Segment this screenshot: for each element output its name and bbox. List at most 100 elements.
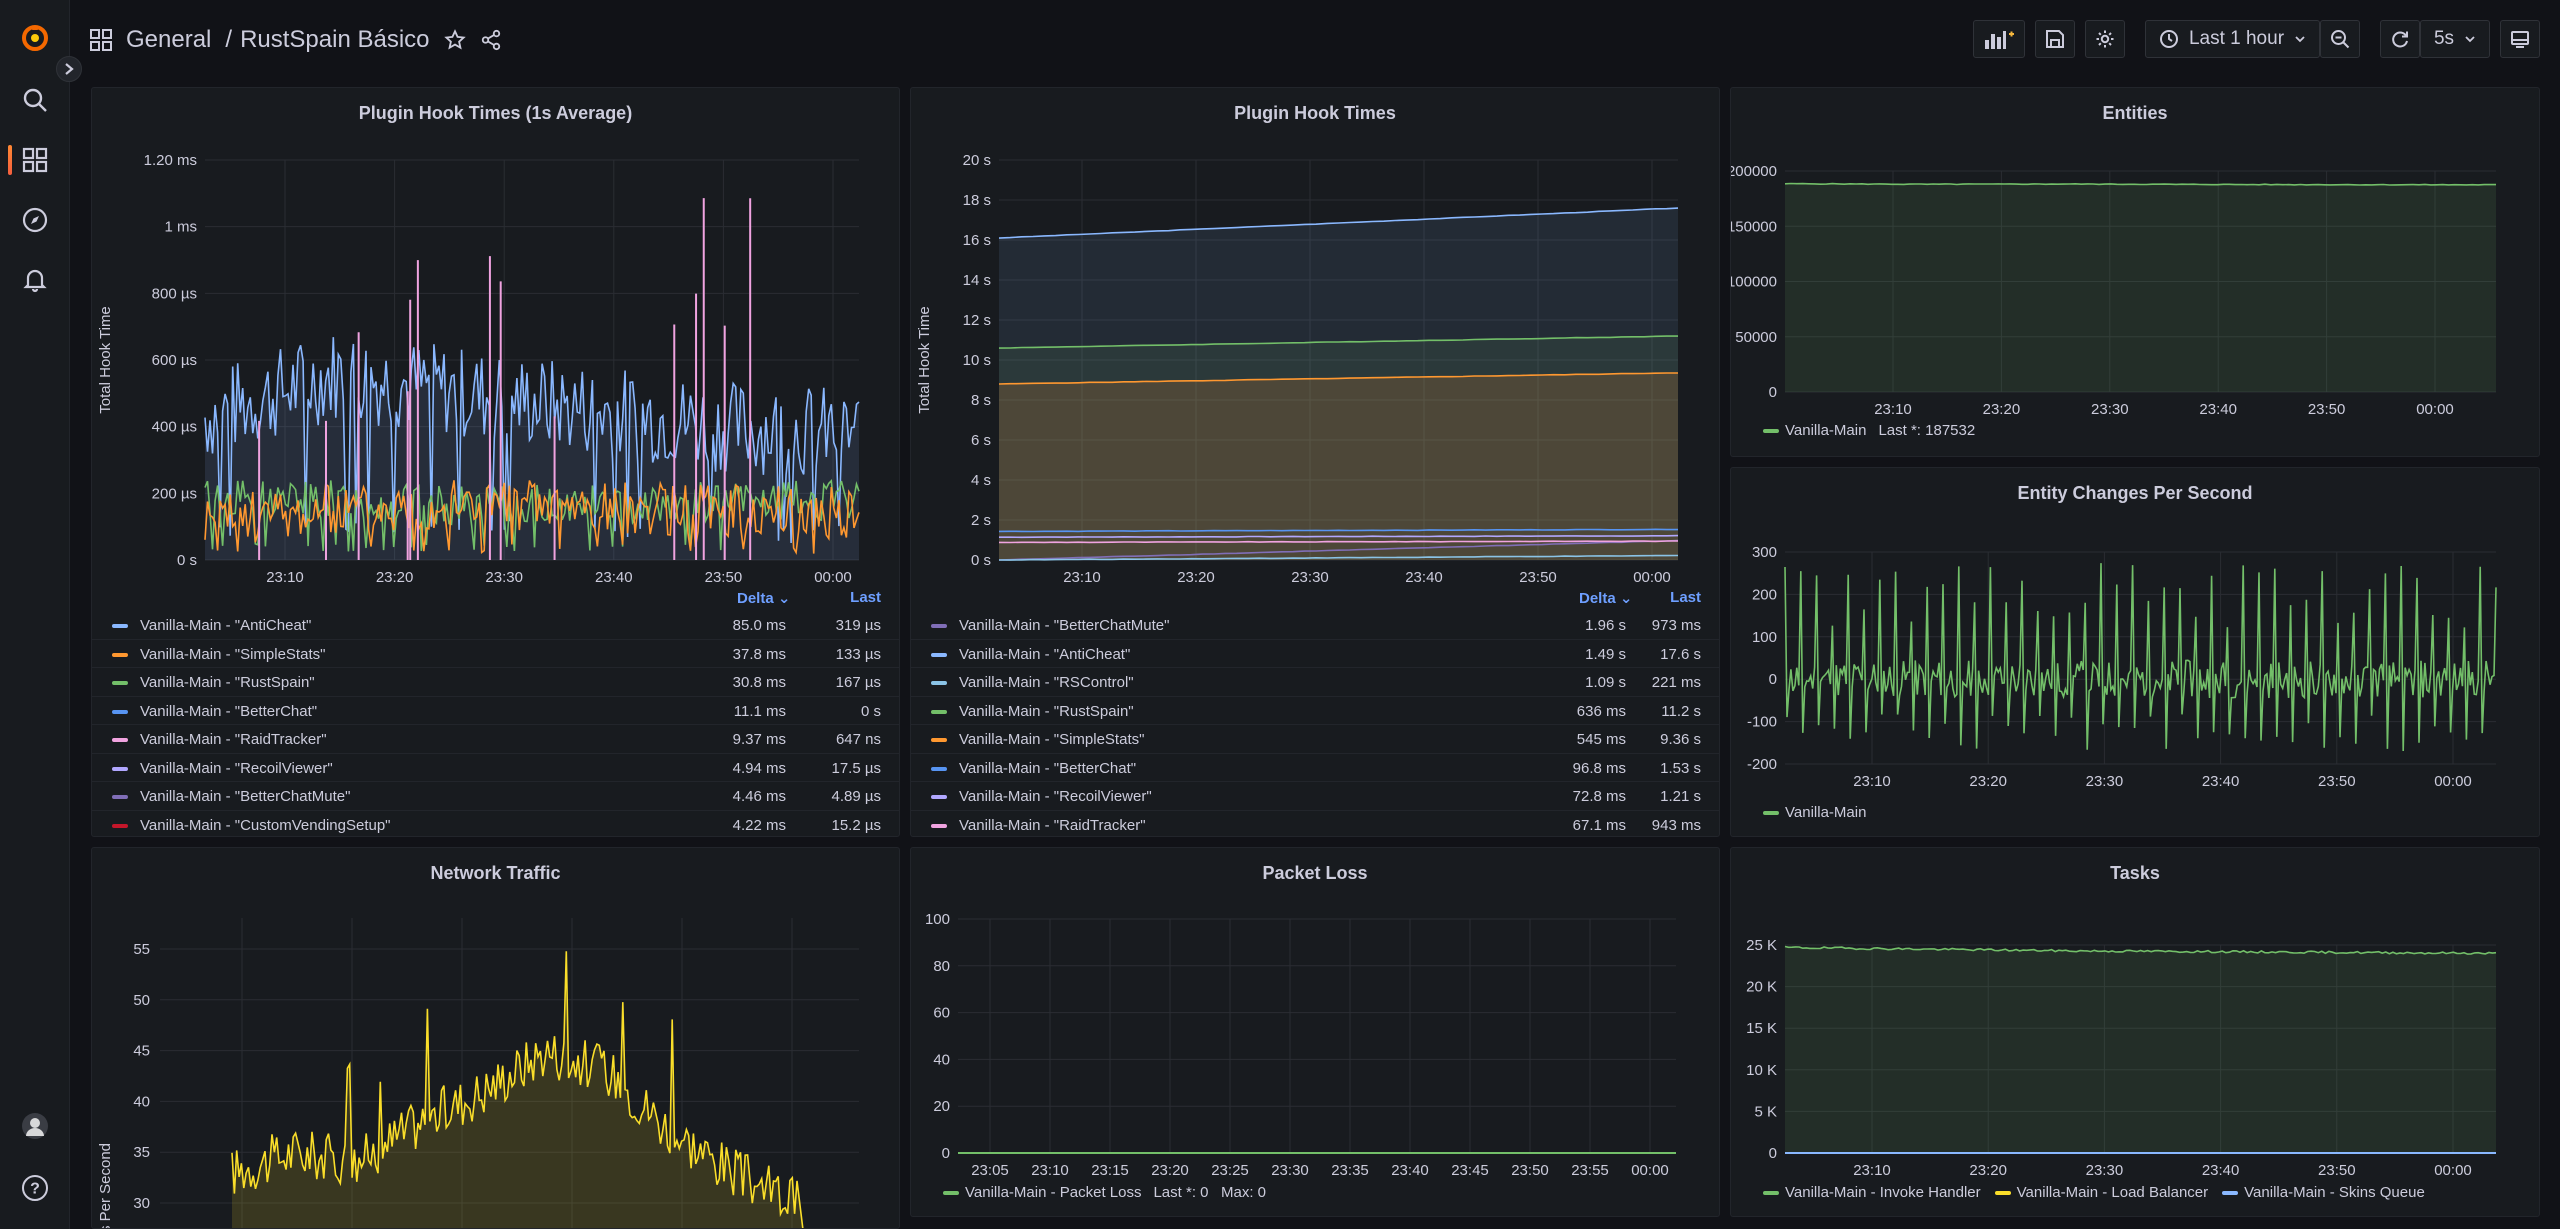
legend-row[interactable]: Vanilla-Main - "RecoilViewer" 4.94 ms 17… xyxy=(92,754,899,782)
sort-last-header[interactable]: Last xyxy=(850,589,881,606)
x-tick-label: 00:00 xyxy=(1631,1162,1669,1179)
dashboards-grid-icon xyxy=(90,29,112,51)
legend-row[interactable]: Vanilla-Main - "RaidTracker" 9.37 ms 647… xyxy=(92,725,899,754)
entities-chart[interactable]: 200000 150000 100000 50000 0 23:10 23:20 23:30 2… xyxy=(1731,88,2540,457)
refresh-button[interactable] xyxy=(2380,20,2420,58)
legend-row[interactable]: Vanilla-Main - "BetterChat" 96.8 ms 1.53… xyxy=(911,754,1719,782)
legend-last: 1.53 s xyxy=(1660,759,1701,777)
sort-delta-header[interactable]: Delta ⌄ xyxy=(737,590,791,607)
legend-item[interactable]: Vanilla-Main - Load Balancer xyxy=(1994,1184,2208,1201)
panel-title[interactable]: Network Traffic xyxy=(430,863,561,883)
legend-swatch xyxy=(1763,810,1779,815)
y-tick-label: 6 s xyxy=(971,432,991,449)
legend-last: 17.5 µs xyxy=(831,759,881,777)
legend-last: 167 µs xyxy=(835,674,881,691)
legend-row[interactable]: Vanilla-Main - "BetterChatMute" 1.96 s 9… xyxy=(911,611,1719,640)
legend-swatch xyxy=(2222,1190,2239,1195)
zoom-out-button[interactable] xyxy=(2320,20,2360,58)
series-line-area xyxy=(999,208,1678,560)
y-tick-label: 1.20 ms xyxy=(144,152,197,169)
panel-packet-loss: Packet Loss 100 80 60 40 20 0 23:05 23:10 23:15 2… xyxy=(910,847,1720,1217)
legend-delta: 4.46 ms xyxy=(732,788,786,805)
series-line xyxy=(998,207,1679,239)
help-icon[interactable]: ? xyxy=(17,1170,53,1206)
compass-icon[interactable] xyxy=(17,202,53,238)
plugin-hook-times-avg-chart[interactable]: 1.20 ms 1 ms 800 µs 600 µs 400 µs 200 µs 0 s 23… xyxy=(92,88,900,588)
x-tick-label: 23:30 xyxy=(1291,569,1329,586)
legend-item[interactable]: Vanilla-Main - Skins Queue xyxy=(2222,1184,2425,1201)
x-tick-label: 23:15 xyxy=(1091,1162,1129,1179)
legend-swatch xyxy=(931,766,947,771)
save-dashboard-button[interactable] xyxy=(2035,20,2075,58)
grafana-logo-icon[interactable] xyxy=(17,20,53,56)
panel-title[interactable]: Tasks xyxy=(2110,863,2160,883)
search-icon[interactable] xyxy=(17,82,53,118)
legend-row[interactable]: Vanilla-Main - "BetterChatMute" 4.46 ms … xyxy=(92,782,899,811)
legend-row[interactable]: Vanilla-Main - "SimpleStats" 37.8 ms 133… xyxy=(92,640,899,668)
legend: Vanilla-Main - Invoke Handler Vanilla-Mai… xyxy=(1763,1184,2425,1201)
tasks-chart[interactable]: 25 K 20 K 15 K 10 K 5 K 0 23:10 23:20 23:30 23:40… xyxy=(1731,848,2540,1217)
legend-row[interactable]: Vanilla-Main - "BetterChat" 11.1 ms 0 s xyxy=(92,697,899,725)
x-tick-label: 00:00 xyxy=(814,569,852,586)
legend-row[interactable]: Vanilla-Main - "RSControl" 1.09 s 221 ms xyxy=(911,668,1719,697)
sort-last-header[interactable]: Last xyxy=(1670,589,1701,606)
packet-loss-chart[interactable]: 100 80 60 40 20 0 23:05 23:10 23:15 23:20 23:25 23:… xyxy=(911,848,1720,1217)
legend-table: Delta ⌄ Last Vanilla-Main - "BetterChatMu… xyxy=(911,585,1719,837)
plugin-hook-times-chart[interactable]: 20 s 18 s 16 s 14 s 12 s 10 s 8 s 6 s 4 s 2 s 0 s 2… xyxy=(911,88,1720,588)
panel-title[interactable]: Plugin Hook Times xyxy=(1234,103,1396,123)
x-tick-label: 23:30 xyxy=(485,569,523,586)
sort-delta-header[interactable]: Delta ⌄ xyxy=(1579,590,1633,607)
legend-row[interactable]: Vanilla-Main - "AntiCheat" 85.0 ms 319 µ… xyxy=(92,611,899,640)
dashboard-settings-button[interactable] xyxy=(2085,20,2125,58)
series-line xyxy=(998,540,1678,544)
legend-item[interactable]: Vanilla-Main - Invoke Handler xyxy=(1763,1184,1981,1201)
legend-name: Vanilla-Main - "SimpleStats" xyxy=(959,731,1145,748)
legend-item[interactable]: Vanilla-Main Last *: 187532 xyxy=(1763,422,1975,439)
panel-title[interactable]: Plugin Hook Times (1s Average) xyxy=(358,103,633,123)
legend-row[interactable]: Vanilla-Main - "RustSpain" 636 ms 11.2 s xyxy=(911,697,1719,725)
refresh-icon xyxy=(2392,31,2408,48)
legend-name: Vanilla-Main - "RustSpain" xyxy=(959,702,1134,720)
add-panel-button[interactable] xyxy=(1973,20,2025,58)
y-tick-label: 600 µs xyxy=(152,352,197,369)
legend-name: Vanilla-Main - Skins Queue xyxy=(2244,1184,2425,1201)
legend-row[interactable]: Vanilla-Main - "AntiCheat" 1.49 s 17.6 s xyxy=(911,640,1719,668)
legend-delta: 85.0 ms xyxy=(732,617,786,634)
legend-row[interactable]: Vanilla-Main - "SimpleStats" 545 ms 9.36… xyxy=(911,725,1719,754)
panel-title[interactable]: Entity Changes Per Second xyxy=(2017,483,2253,503)
time-range-picker[interactable]: Last 1 hour xyxy=(2145,20,2320,58)
user-avatar[interactable] xyxy=(17,1108,53,1144)
time-range-label: Last 1 hour xyxy=(2188,28,2285,49)
legend-name: Vanilla-Main xyxy=(1785,804,1867,821)
star-icon[interactable] xyxy=(443,29,466,51)
legend-row[interactable]: Vanilla-Main - "RaidTracker" 67.1 ms 943… xyxy=(911,811,1719,837)
refresh-interval-picker[interactable]: 5s xyxy=(2420,20,2490,58)
save-icon xyxy=(2046,30,2064,48)
expand-sidebar-button[interactable] xyxy=(56,56,82,82)
tv-mode-button[interactable] xyxy=(2500,20,2540,58)
legend-item[interactable]: Vanilla-Main xyxy=(1763,804,1866,821)
series-line xyxy=(999,534,1679,539)
legend-row[interactable]: Vanilla-Main - "RecoilViewer" 72.8 ms 1.… xyxy=(911,782,1719,811)
x-tick-label: 23:10 xyxy=(1853,1162,1891,1179)
breadcrumb-folder[interactable]: General xyxy=(126,26,212,53)
y-tick-label: 18 s xyxy=(963,192,991,209)
panel-title[interactable]: Packet Loss xyxy=(1262,863,1368,883)
y-tick-label: 200000 xyxy=(1731,163,1777,180)
legend-row[interactable]: Vanilla-Main - "CustomVendingSetup" 4.22… xyxy=(92,811,899,837)
y-tick-label: 16 s xyxy=(963,232,991,249)
legend-swatch xyxy=(1994,1190,2011,1195)
series-line-area xyxy=(1785,183,2496,392)
panel-tasks: Tasks 25 K 20 K 15 K 10 K 5 K 0 23:10 23:20 23:3… xyxy=(1730,847,2540,1217)
refresh-interval-label: 5s xyxy=(2433,28,2455,49)
bell-icon[interactable] xyxy=(17,262,53,298)
panel-title[interactable]: Entities xyxy=(2102,103,2168,123)
network-traffic-chart[interactable]: 55 50 45 40 35 30 s Per Second xyxy=(92,848,900,1229)
dashboards-grid-icon[interactable] xyxy=(17,142,53,178)
entity-changes-chart[interactable]: 300 200 100 0 -100 -200 23:10 23:20 23:30 23:40 23… xyxy=(1731,468,2540,837)
share-icon[interactable] xyxy=(480,29,502,51)
dashboard-title[interactable]: RustSpain Básico xyxy=(240,26,430,53)
panel-plugin-hook-times-avg: Plugin Hook Times (1s Average) 1.20 ms 1 … xyxy=(91,87,900,837)
legend-row[interactable]: Vanilla-Main - "RustSpain" 30.8 ms 167 µ… xyxy=(92,668,899,697)
legend-item[interactable]: Vanilla-Main - Packet Loss Last *: 0 Max… xyxy=(943,1184,1266,1201)
